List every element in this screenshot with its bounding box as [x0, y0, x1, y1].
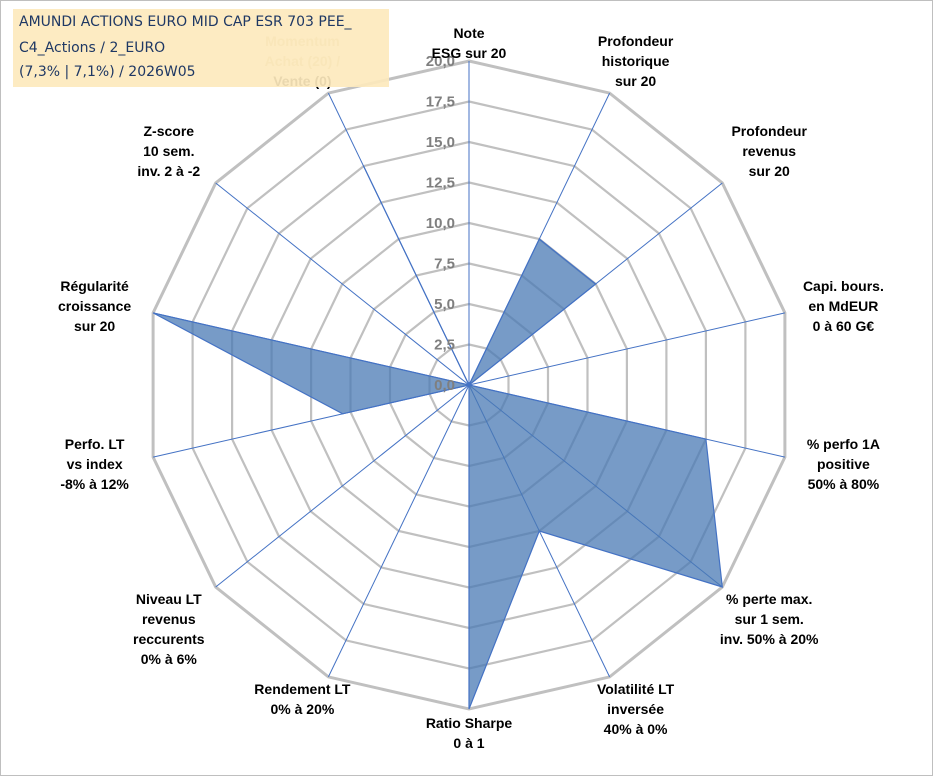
spoke-9 [215, 384, 470, 588]
axis-label-2-line-2: sur 20 [749, 163, 790, 179]
axis-label-3-line-0: Capi. bours. [803, 278, 884, 294]
tick-label-8: 20,0 [426, 53, 455, 70]
axis-label-6: Volatilité LT inversée 40% à 0% [597, 681, 675, 737]
axis-label-11: Régularité croissance sur 20 [58, 278, 131, 334]
axis-label-0-line-0: Note [453, 25, 484, 41]
chart-title-line-2: C4_Actions / 2_EURO [19, 40, 166, 56]
axis-label-5: % perte max. sur 1 sem. inv. 50% à 20% [720, 591, 819, 647]
axis-label-7-line-0: Ratio Sharpe [426, 715, 513, 731]
series-area [152, 165, 723, 710]
tick-label-0: 0,0 [434, 377, 455, 394]
axis-label-0: Note ESG sur 20 [432, 25, 507, 61]
axis-label-2: Profondeur revenus sur 20 [731, 123, 807, 179]
axis-label-12-line-0: Z-score [144, 123, 195, 139]
title-box [13, 9, 389, 87]
axis-label-3-line-2: 0 à 60 G€ [813, 318, 875, 334]
axis-label-9-line-2: reccurents [133, 631, 205, 647]
series-layer [152, 165, 723, 710]
axis-label-10-line-0: Perfo. LT [65, 436, 125, 452]
axis-label-9-line-3: 0% à 6% [141, 651, 198, 667]
tick-label-6: 15,0 [426, 134, 455, 151]
axis-label-11-line-1: croissance [58, 298, 131, 314]
axis-label-10-line-1: vs index [67, 456, 123, 472]
spoke-3 [468, 312, 786, 386]
axis-label-12-line-2: inv. 2 à -2 [137, 163, 200, 179]
axis-label-4-line-2: 50% à 80% [808, 476, 880, 492]
axis-label-4-line-0: % perfo 1A [807, 436, 880, 452]
axis-label-8: Rendement LT 0% à 20% [254, 681, 351, 717]
axis-label-6-line-0: Volatilité LT [597, 681, 675, 697]
axis-label-12: Z-score 10 sem. inv. 2 à -2 [137, 123, 200, 179]
axis-label-11-line-2: sur 20 [74, 318, 115, 334]
axis-label-9-line-1: revenus [142, 611, 196, 627]
axis-label-2-line-1: revenus [742, 143, 796, 159]
axis-label-1-line-2: sur 20 [615, 73, 656, 89]
axis-label-4: % perfo 1A positive 50% à 80% [807, 436, 880, 492]
axis-label-11-line-0: Régularité [60, 278, 129, 294]
axis-label-8-line-0: Rendement LT [254, 681, 351, 697]
axis-label-8-line-1: 0% à 20% [270, 701, 334, 717]
axis-label-9-line-0: Niveau LT [136, 591, 202, 607]
axis-label-3-line-1: en MdEUR [808, 298, 878, 314]
axis-label-5-line-2: inv. 50% à 20% [720, 631, 819, 647]
chart-title-line-1: AMUNDI ACTIONS EURO MID CAP ESR 703 PEE_ [19, 14, 352, 30]
tick-label-2: 5,0 [434, 296, 455, 313]
tick-label-4: 10,0 [426, 215, 455, 232]
tick-label-1: 2,5 [434, 337, 455, 354]
tick-label-3: 7,5 [434, 256, 455, 273]
axis-label-3: Capi. bours. en MdEUR 0 à 60 G€ [803, 278, 884, 334]
axis-label-6-line-2: 40% à 0% [604, 721, 668, 737]
tick-labels-layer: 0,0 2,5 5,0 7,5 10,0 12,5 15,0 17,5 20,0 [426, 53, 455, 394]
axis-label-10: Perfo. LT vs index -8% à 12% [60, 436, 129, 492]
axis-label-12-line-1: 10 sem. [143, 143, 194, 159]
axis-label-7: Ratio Sharpe 0 à 1 [426, 715, 513, 751]
spoke-8 [327, 384, 470, 678]
axis-label-4-line-1: positive [817, 456, 870, 472]
tick-label-5: 12,5 [426, 175, 455, 192]
axis-label-5-line-0: % perte max. [726, 591, 812, 607]
axis-label-5-line-1: sur 1 sem. [735, 611, 804, 627]
axis-label-7-line-1: 0 à 1 [453, 735, 484, 751]
axis-label-10-line-2: -8% à 12% [60, 476, 129, 492]
tick-label-7: 17,5 [426, 94, 455, 111]
axis-label-1-line-1: historique [602, 53, 670, 69]
axis-label-2-line-0: Profondeur [731, 123, 807, 139]
chart-title-line-3: (7,3% | 7,1%) / 2026W05 [19, 64, 196, 80]
spoke-12 [215, 182, 470, 386]
axis-label-6-line-1: inversée [607, 701, 664, 717]
axis-label-0-line-1: ESG sur 20 [432, 45, 507, 61]
axis-label-1: Profondeur historique sur 20 [598, 33, 674, 89]
axis-label-9: Niveau LT revenus reccurents 0% à 6% [133, 591, 205, 667]
axis-label-1-line-0: Profondeur [598, 33, 674, 49]
